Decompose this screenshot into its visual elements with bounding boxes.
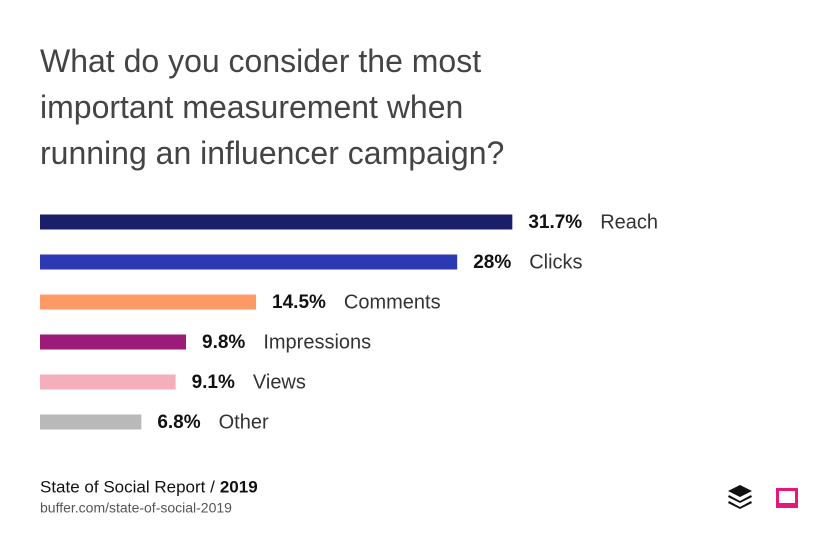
source-year: 2019 xyxy=(220,477,258,496)
value-label: 9.8% xyxy=(202,332,245,353)
category-label: Views xyxy=(253,371,306,393)
bar xyxy=(40,334,187,350)
bar xyxy=(40,374,176,390)
buffer-logo xyxy=(728,485,752,509)
bar xyxy=(40,414,142,430)
value-label: 28% xyxy=(473,252,511,273)
source: State of Social Report / xyxy=(40,477,215,496)
category-label: Impressions xyxy=(263,331,371,353)
value-label: 14.5% xyxy=(272,292,326,313)
value-label: 31.7% xyxy=(528,212,582,233)
bar xyxy=(40,294,257,310)
bar xyxy=(40,214,513,230)
category-label: Clicks xyxy=(529,251,582,273)
source-url: buffer.com/state-of-social-2019 xyxy=(40,500,232,516)
value-label: 9.1% xyxy=(192,372,235,393)
value-label: 6.8% xyxy=(157,412,200,433)
category-label: Other xyxy=(219,411,269,433)
category-label: Comments xyxy=(344,291,441,313)
social-story-logo xyxy=(776,488,798,508)
bar xyxy=(40,254,458,270)
chart-title: What do you consider the most important … xyxy=(40,43,505,171)
category-label: Reach xyxy=(600,211,658,233)
